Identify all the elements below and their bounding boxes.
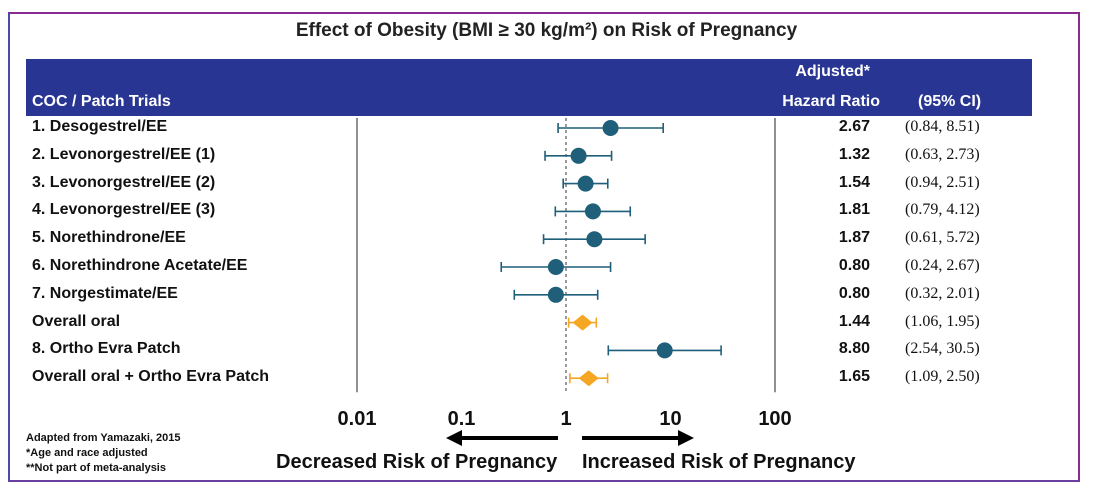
point-estimate	[584, 203, 601, 220]
header-label-col: COC / Patch Trials	[32, 93, 171, 110]
point-estimate	[656, 342, 673, 359]
row-label: 3. Levonorgestrel/EE (2)	[32, 173, 216, 191]
x-tick-label: 10	[659, 408, 682, 430]
point-estimate	[547, 259, 564, 275]
row-label: Overall oral	[32, 312, 121, 330]
table-header	[26, 59, 1032, 116]
row-hazard-ratio: 1.87	[838, 229, 870, 247]
row-hazard-ratio: 0.80	[838, 257, 870, 274]
row-ci: (1.06, 1.95)	[905, 312, 980, 330]
point-estimate	[586, 231, 603, 248]
row-label: 7. Norgestimate/EE	[32, 284, 178, 302]
row-ci: (1.09, 2.50)	[905, 368, 980, 386]
point-estimate	[547, 286, 564, 303]
x-tick-label: 0.01	[337, 408, 377, 430]
pooled-estimate-diamond	[578, 370, 599, 387]
row-hazard-ratio: 1.44	[838, 312, 870, 330]
x-tick-label: 1	[560, 408, 572, 430]
x-label-right: Increased Risk of Pregnancy	[582, 451, 856, 473]
header-hr-line1: Adjusted*	[795, 63, 870, 80]
row-label: 1. Desogestrel/EE	[32, 118, 168, 135]
header-ci-col: (95% CI)	[918, 93, 982, 110]
point-estimate	[570, 147, 587, 164]
row-label: 2. Levonorgestrel/EE (1)	[32, 145, 216, 163]
row-label: Overall oral + Ortho Evra Patch	[32, 368, 269, 386]
row-ci: (0.32, 2.01)	[905, 284, 980, 302]
row-ci: (0.94, 2.51)	[905, 173, 980, 191]
x-tick-label: 100	[758, 408, 792, 430]
footnote-meta: **Not part of meta-analysis	[26, 462, 166, 474]
footnote-adjusted: *Age and race adjusted	[26, 447, 148, 459]
footnote-source: Adapted from Yamazaki, 2015	[26, 432, 181, 444]
chart-title: Effect of Obesity (BMI ≥ 30 kg/m²) on Ri…	[295, 20, 798, 41]
row-label: 6. Norethindrone Acetate/EE	[32, 257, 248, 274]
row-ci: (0.84, 8.51)	[905, 118, 980, 135]
row-label: 8. Ortho Evra Patch	[32, 340, 181, 358]
row-hazard-ratio: 0.80	[838, 284, 870, 302]
row-hazard-ratio: 1.81	[838, 201, 870, 219]
row-hazard-ratio: 8.80	[838, 340, 870, 358]
arrow-left-head	[446, 430, 462, 446]
row-ci: (2.54, 30.5)	[905, 340, 980, 358]
row-hazard-ratio: 1.65	[838, 368, 870, 386]
row-hazard-ratio: 1.32	[838, 145, 870, 163]
point-estimate	[577, 175, 594, 192]
row-ci: (0.63, 2.73)	[905, 145, 980, 163]
x-label-left: Decreased Risk of Pregnancy	[276, 451, 558, 473]
row-label: 5. Norethindrone/EE	[32, 229, 186, 247]
header-hr-line2: Hazard Ratio	[782, 93, 880, 110]
row-ci: (0.61, 5.72)	[905, 229, 980, 247]
row-hazard-ratio: 2.67	[838, 118, 870, 135]
chart-frame	[8, 12, 1080, 482]
row-ci: (0.24, 2.67)	[905, 257, 980, 274]
row-ci: (0.79, 4.12)	[905, 201, 980, 219]
row-label: 4. Levonorgestrel/EE (3)	[32, 201, 216, 219]
arrow-right-head	[678, 430, 694, 446]
row-hazard-ratio: 1.54	[838, 173, 870, 191]
x-tick-label: 0.1	[447, 408, 476, 430]
pooled-estimate-diamond	[572, 314, 593, 331]
point-estimate	[602, 120, 619, 136]
